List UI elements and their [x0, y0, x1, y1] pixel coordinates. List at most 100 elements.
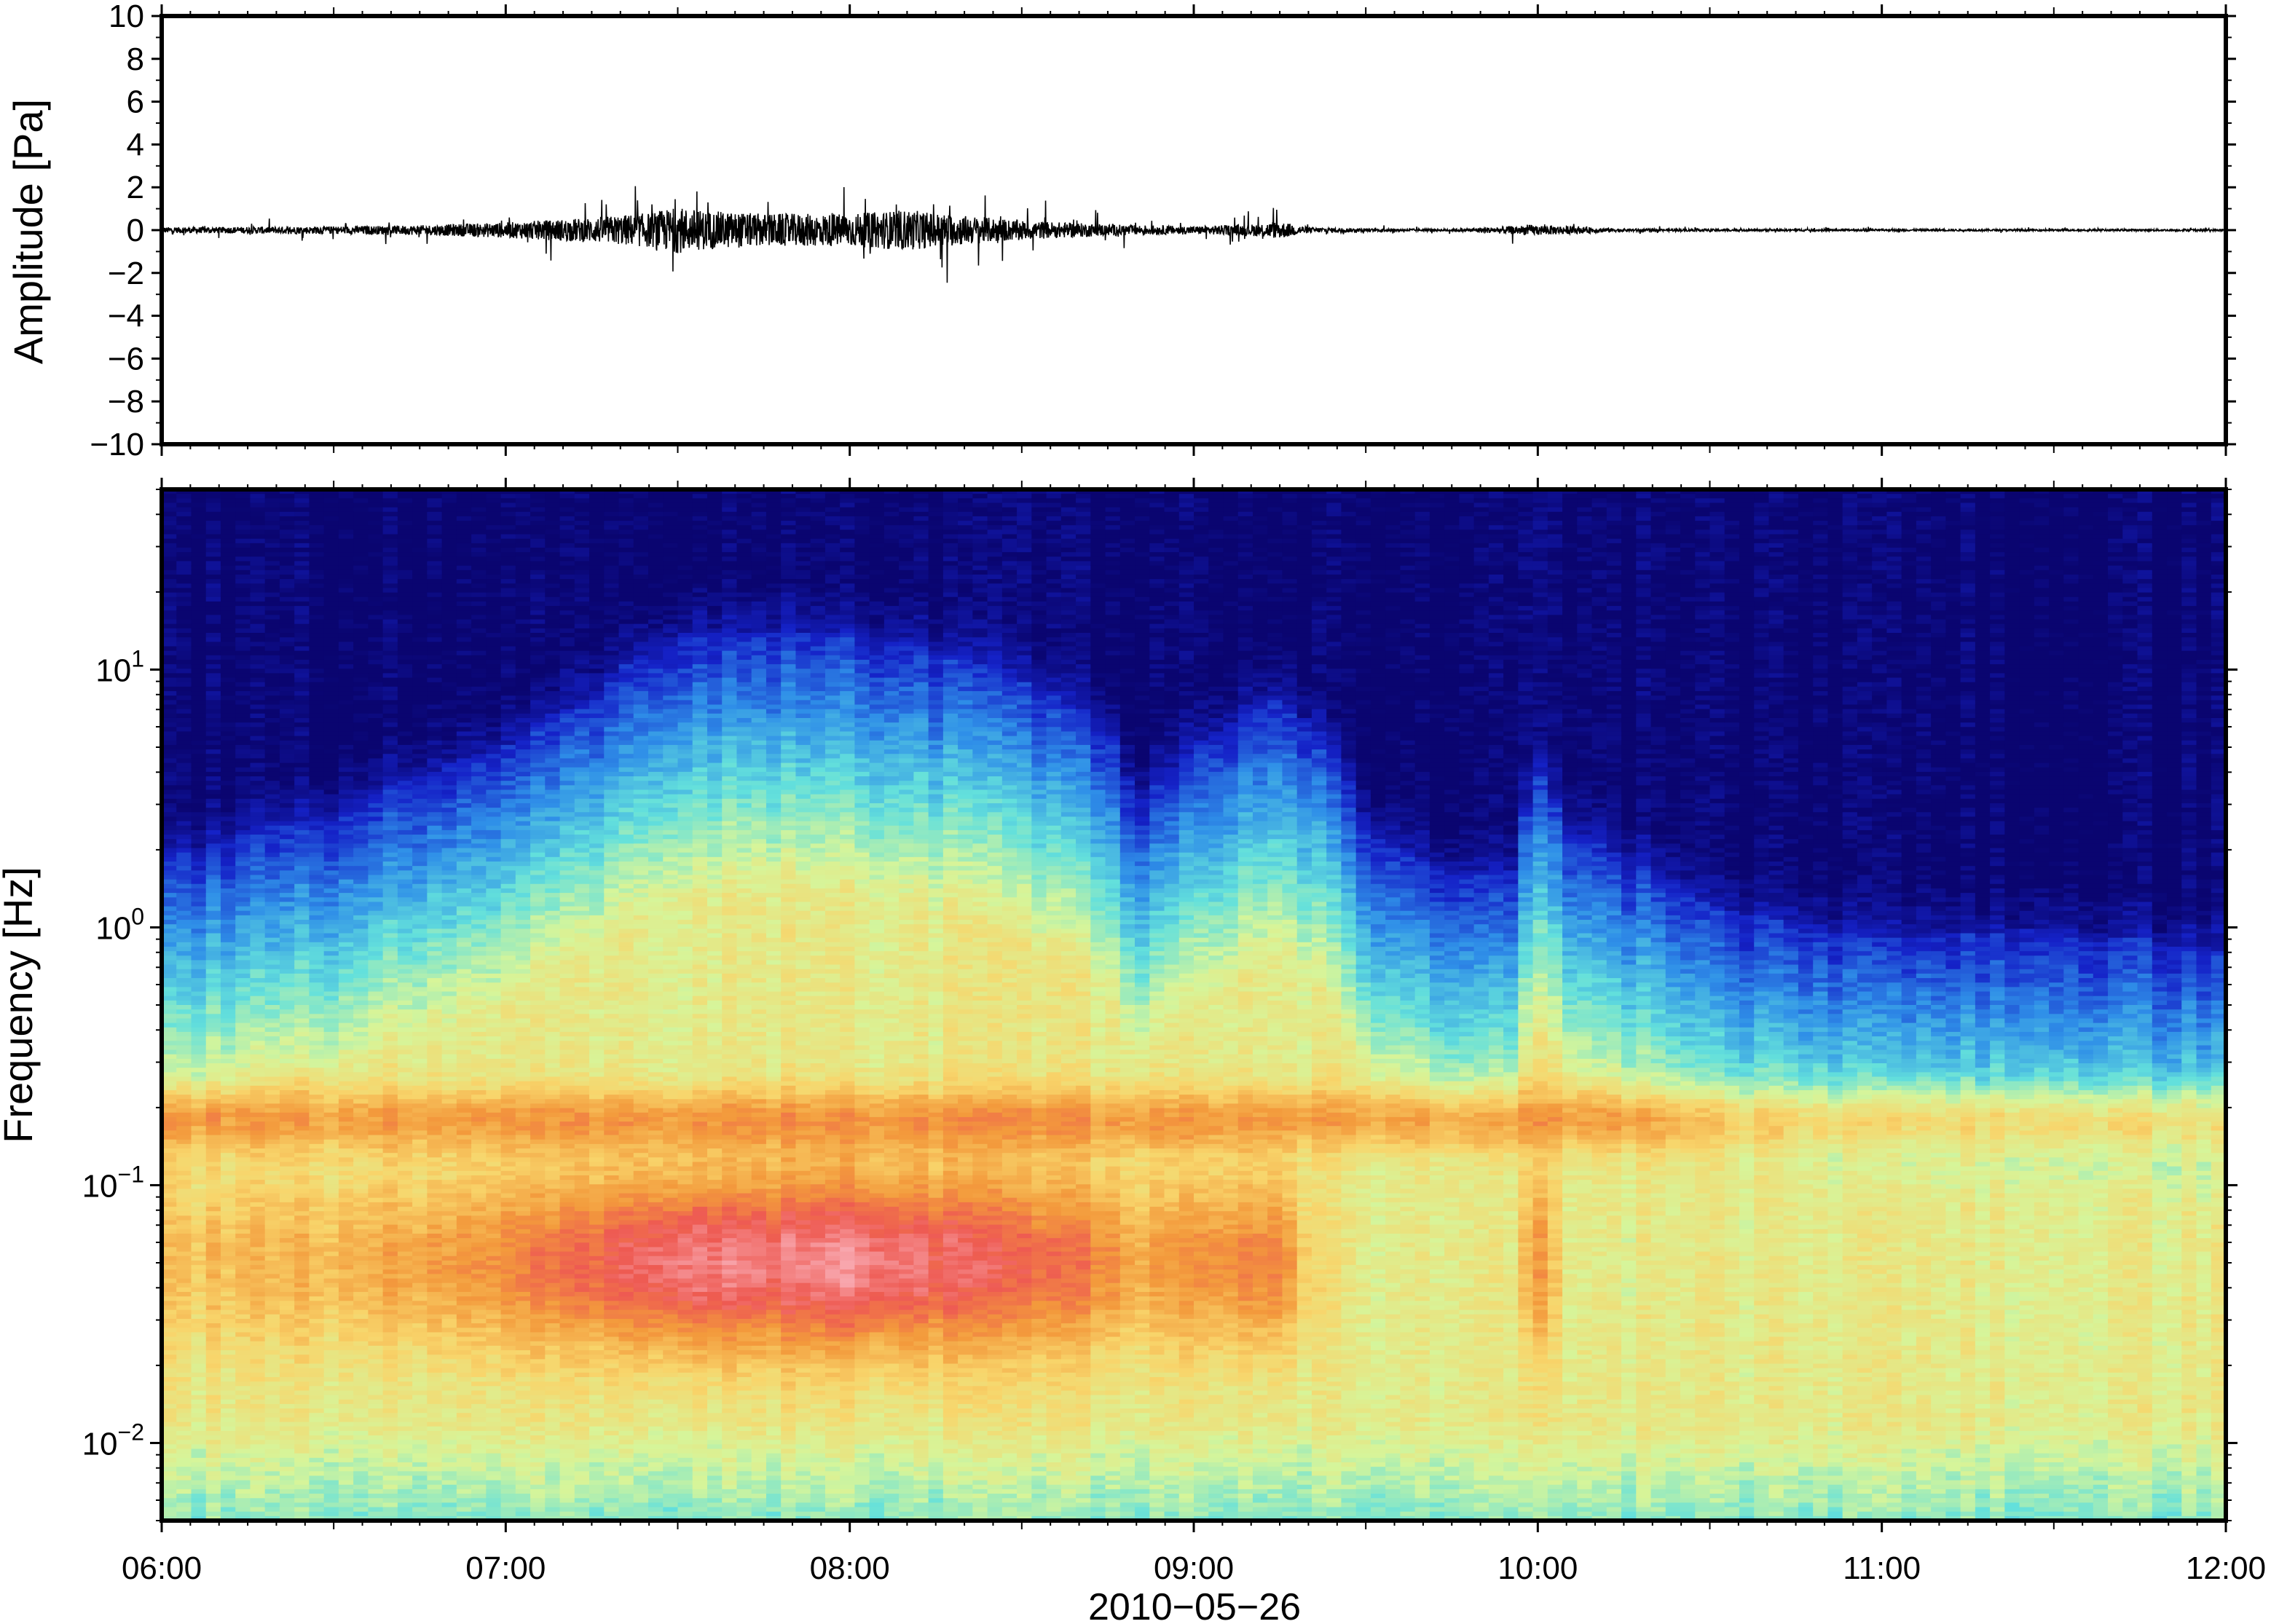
spectrogram-cell: [457, 687, 472, 692]
spectrogram-cell: [412, 705, 428, 710]
spectrogram-cell: [176, 781, 192, 786]
spectrogram-cell: [324, 907, 339, 912]
spectrogram-cell: [339, 1157, 354, 1162]
spectrogram-cell: [457, 1332, 472, 1337]
spectrogram-cell: [176, 1229, 192, 1234]
spectrogram-cell: [324, 821, 339, 827]
spectrogram-cell: [235, 1475, 251, 1481]
spectrogram-cell: [412, 646, 428, 651]
spectrogram-cell: [309, 1279, 324, 1284]
spectrogram-cell: [206, 593, 221, 598]
spectrogram-cell: [412, 1135, 428, 1140]
spectrogram-cell: [383, 839, 398, 844]
spectrogram-cell: [162, 651, 177, 656]
spectrogram-cell: [353, 642, 369, 647]
spectrogram-cell: [162, 1458, 177, 1463]
spectrogram-cell: [294, 1009, 310, 1014]
spectrogram-cell: [206, 1475, 221, 1481]
spectrogram-cell: [176, 1175, 192, 1180]
spectrogram-cell: [398, 1400, 413, 1405]
spectrogram-cell: [442, 1207, 457, 1212]
spectrogram-cell: [191, 992, 206, 997]
spectrogram-cell: [191, 866, 206, 871]
spectrogram-cell: [412, 539, 428, 544]
spectrogram-cell: [324, 1373, 339, 1378]
spectrogram-cell: [427, 1215, 442, 1221]
spectrogram-cell: [398, 1018, 413, 1023]
spectrogram-cell: [309, 857, 324, 862]
spectrogram-cell: [280, 1130, 295, 1135]
spectrogram-cell: [250, 1435, 265, 1440]
spectrogram-cell: [280, 695, 295, 701]
spectrogram-cell: [250, 1207, 265, 1212]
spectrogram-cell: [324, 839, 339, 844]
spectrogram-cell: [442, 678, 457, 683]
spectrogram-cell: [280, 1319, 295, 1324]
spectrogram-cell: [294, 1018, 310, 1023]
spectrogram-cell: [353, 915, 369, 921]
waveform-panel: 1086420−2−4−6−8−10 Amplitude [Pa]: [5, 0, 2236, 462]
spectrogram-cell: [250, 1238, 265, 1243]
spectrogram-cell: [398, 789, 413, 795]
spectrogram-cell: [339, 812, 354, 817]
spectrogram-cell: [368, 789, 383, 795]
spectrogram-cell: [309, 597, 324, 602]
waveform-y-tick-label: 4: [127, 127, 144, 162]
spectrogram-cell: [427, 951, 442, 956]
spectrogram-cell: [162, 978, 177, 983]
spectrogram-cell: [398, 902, 413, 907]
spectrogram-cell: [368, 1153, 383, 1158]
spectrogram-cell: [368, 548, 383, 553]
spectrogram-cell: [294, 664, 310, 669]
spectrogram-cell: [324, 1310, 339, 1315]
spectrogram-cell: [353, 1296, 369, 1301]
spectrogram-cell: [265, 1485, 280, 1490]
spectrogram-cell: [442, 880, 457, 885]
spectrogram-cell: [398, 745, 413, 750]
spectrogram-cell: [353, 803, 369, 808]
spectrogram-cell: [457, 1323, 472, 1328]
spectrogram-cell: [412, 1395, 428, 1400]
spectrogram-cell: [162, 1175, 177, 1180]
spectrogram-cell: [457, 1095, 472, 1100]
spectrogram-cell: [339, 1310, 354, 1315]
spectrogram-cell: [265, 637, 280, 642]
spectrogram-cell: [280, 498, 295, 503]
spectrogram-cell: [280, 741, 295, 746]
spectrogram-cell: [412, 934, 428, 939]
spectrogram-cell: [442, 1413, 457, 1418]
spectrogram-cell: [442, 700, 457, 705]
spectrogram-cell: [191, 1471, 206, 1476]
spectrogram-cell: [339, 615, 354, 620]
spectrogram-cell: [324, 1381, 339, 1387]
spectrogram-cell: [442, 1189, 457, 1194]
spectrogram-cell: [412, 1157, 428, 1162]
spectrogram-cell: [191, 1413, 206, 1418]
spectrogram-cell: [339, 1265, 354, 1270]
spectrogram-cell: [280, 1238, 295, 1243]
spectrogram-cell: [280, 1475, 295, 1481]
spectrogram-cell: [427, 664, 442, 669]
spectrogram-cell: [250, 897, 265, 902]
spectrogram-cell: [457, 848, 472, 854]
spectrogram-cell: [221, 1171, 236, 1176]
spectrogram-cell: [176, 1256, 192, 1261]
spectrogram-cell: [265, 1373, 280, 1378]
spectrogram-cell: [353, 687, 369, 692]
spectrogram-cell: [427, 695, 442, 701]
spectrogram-cell: [176, 1417, 192, 1422]
spectrogram-cell: [368, 1341, 383, 1347]
spectrogram-cell: [324, 776, 339, 781]
spectrogram-cell: [294, 821, 310, 827]
spectrogram-cell: [265, 714, 280, 719]
spectrogram-cell: [412, 556, 428, 561]
spectrogram-cell: [265, 700, 280, 705]
spectrogram-cell: [324, 1431, 339, 1436]
spectrogram-cell: [368, 1373, 383, 1378]
spectrogram-cell: [353, 624, 369, 629]
spectrogram-cell: [324, 915, 339, 921]
spectrogram-cell: [368, 1050, 383, 1055]
spectrogram-cell: [309, 1117, 324, 1122]
spectrogram-cell: [206, 1095, 221, 1100]
spectrogram-cell: [353, 1422, 369, 1427]
